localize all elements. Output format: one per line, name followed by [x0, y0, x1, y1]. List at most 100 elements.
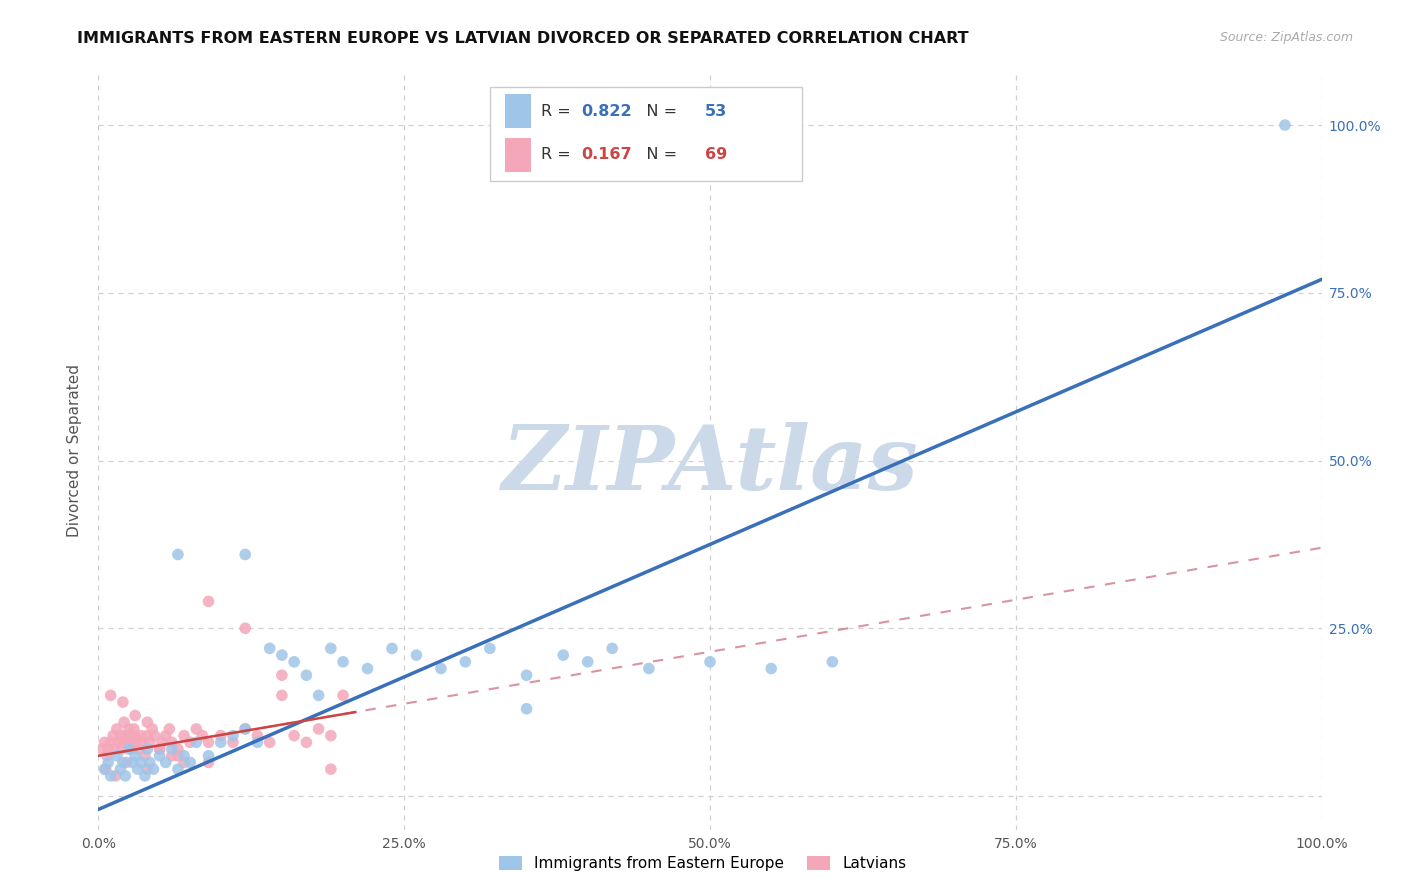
Point: [160, 735, 183, 749]
Point: [637, 661, 661, 675]
Point: [100, 769, 122, 783]
Point: [131, 735, 153, 749]
Point: [97, 756, 120, 770]
Point: [553, 648, 575, 662]
Point: [319, 762, 342, 776]
Point: [222, 729, 245, 743]
Point: [356, 661, 378, 675]
Point: [93, 762, 115, 776]
Point: [136, 762, 159, 776]
Point: [515, 668, 537, 682]
Point: [761, 661, 783, 675]
Point: [332, 655, 354, 669]
Point: [93, 735, 115, 749]
Point: [124, 748, 146, 763]
Point: [157, 722, 180, 736]
Point: [139, 756, 162, 770]
Point: [430, 661, 453, 675]
Point: [295, 668, 318, 682]
Point: [270, 648, 294, 662]
Point: [134, 748, 156, 763]
Text: 0.167: 0.167: [582, 147, 633, 162]
Point: [222, 735, 245, 749]
Point: [186, 735, 208, 749]
Point: [259, 735, 281, 749]
Text: IMMIGRANTS FROM EASTERN EUROPE VS LATVIAN DIVORCED OR SEPARATED CORRELATION CHAR: IMMIGRANTS FROM EASTERN EUROPE VS LATVIA…: [77, 31, 969, 46]
Text: ZIPAtlas: ZIPAtlas: [502, 423, 918, 508]
Point: [104, 769, 127, 783]
Point: [173, 756, 195, 770]
Point: [111, 735, 134, 749]
Point: [136, 729, 159, 743]
Point: [295, 735, 318, 749]
Legend: Immigrants from Eastern Europe, Latvians: Immigrants from Eastern Europe, Latvians: [494, 849, 912, 877]
Point: [259, 641, 281, 656]
Point: [105, 748, 128, 763]
Point: [308, 722, 330, 736]
Point: [209, 729, 232, 743]
Point: [283, 729, 305, 743]
Point: [107, 735, 129, 749]
Point: [142, 762, 165, 776]
Point: [233, 722, 256, 736]
Point: [127, 735, 149, 749]
Point: [143, 729, 166, 743]
Point: [600, 641, 623, 656]
Point: [699, 655, 721, 669]
Point: [124, 729, 146, 743]
Point: [405, 648, 427, 662]
Text: 69: 69: [706, 147, 727, 162]
Point: [821, 655, 844, 669]
Point: [167, 748, 190, 763]
Point: [111, 695, 134, 709]
Point: [160, 742, 183, 756]
Point: [118, 742, 141, 756]
Point: [233, 722, 256, 736]
Point: [167, 742, 190, 756]
Point: [127, 762, 149, 776]
Point: [117, 735, 139, 749]
Point: [246, 735, 269, 749]
Point: [111, 756, 134, 770]
Point: [120, 742, 142, 756]
Point: [96, 748, 118, 763]
Point: [94, 762, 117, 776]
Point: [121, 735, 143, 749]
Point: [121, 756, 143, 770]
Point: [209, 735, 232, 749]
Text: N =: N =: [630, 103, 682, 119]
Point: [100, 735, 122, 749]
Point: [1274, 118, 1296, 132]
Point: [197, 748, 219, 763]
Point: [179, 756, 201, 770]
Point: [515, 702, 537, 716]
Point: [576, 655, 599, 669]
FancyBboxPatch shape: [505, 95, 531, 128]
Point: [136, 742, 159, 756]
Point: [233, 621, 256, 635]
Point: [105, 722, 128, 736]
Point: [111, 742, 134, 756]
Point: [103, 742, 125, 756]
Point: [134, 769, 156, 783]
Point: [118, 722, 141, 736]
Point: [191, 729, 214, 743]
Y-axis label: Divorced or Separated: Divorced or Separated: [67, 364, 83, 537]
Text: R =: R =: [541, 147, 576, 162]
Point: [149, 742, 172, 756]
Point: [101, 729, 124, 743]
Point: [270, 689, 294, 703]
Point: [197, 594, 219, 608]
Point: [115, 756, 138, 770]
Point: [246, 729, 269, 743]
Point: [186, 722, 208, 736]
Point: [332, 689, 354, 703]
Point: [167, 762, 190, 776]
Point: [308, 689, 330, 703]
FancyBboxPatch shape: [489, 87, 801, 181]
Point: [381, 641, 404, 656]
Point: [114, 729, 136, 743]
Point: [129, 729, 152, 743]
Point: [149, 742, 172, 756]
Point: [110, 762, 132, 776]
